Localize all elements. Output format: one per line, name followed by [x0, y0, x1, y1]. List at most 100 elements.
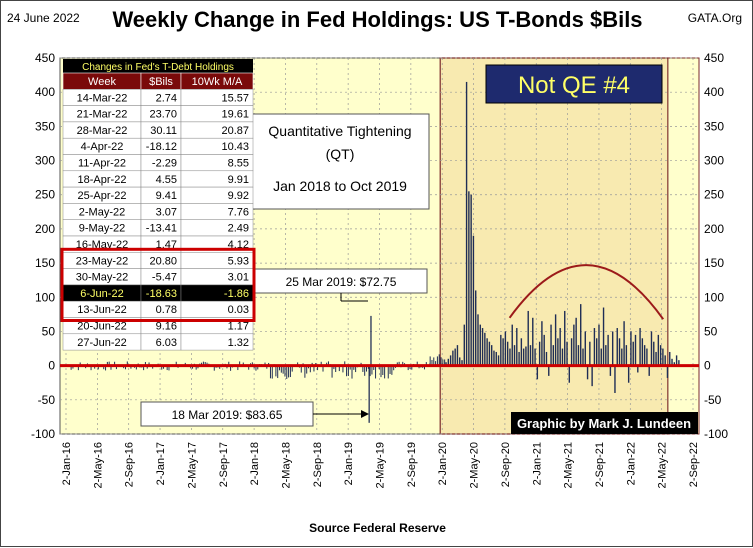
bar — [545, 351, 548, 366]
qt-annotation-box — [251, 113, 430, 210]
bar — [327, 361, 329, 366]
post-qe-region — [667, 57, 700, 435]
table-cell-text: 9.16 — [156, 321, 177, 333]
bar — [423, 365, 425, 370]
bar — [114, 361, 116, 366]
not-qe-label: Not QE #4 — [518, 72, 630, 99]
bar — [472, 235, 475, 366]
bar — [452, 350, 454, 366]
bar — [479, 324, 481, 366]
y-tick-label-right: -50 — [704, 393, 722, 407]
bar — [97, 365, 99, 370]
bar — [623, 321, 625, 366]
table-cell-text: 2.74 — [156, 92, 177, 104]
y-tick-label-left: -50 — [38, 393, 56, 407]
table-cell-text: 1.32 — [228, 337, 249, 349]
bar — [264, 362, 266, 366]
table-cell-text: 2.49 — [228, 223, 249, 235]
qt-line-2: (QT) — [326, 146, 355, 162]
bar — [124, 365, 126, 370]
bar — [429, 356, 431, 366]
bar — [605, 345, 607, 366]
bar — [103, 365, 105, 370]
bar — [219, 365, 221, 369]
bar — [416, 361, 418, 366]
bar — [431, 359, 433, 366]
y-tick-label-left: -100 — [31, 427, 55, 441]
bar — [331, 365, 333, 378]
bar — [367, 365, 369, 369]
bar — [257, 365, 259, 370]
bar — [344, 361, 346, 366]
bar — [522, 348, 525, 366]
x-tick-label: 2-Sep-17 — [218, 442, 230, 487]
table-cell-text: 23.70 — [149, 109, 177, 121]
bar — [135, 365, 137, 370]
y-tick-label-right: 300 — [704, 154, 724, 168]
qt-line-3: Jan 2018 to Oct 2019 — [273, 178, 407, 194]
bar — [213, 365, 215, 371]
bar — [364, 365, 366, 376]
holdings-table: Changes in Fed's T-Debt Holdings Week $Bil… — [60, 59, 256, 351]
bar — [536, 365, 539, 380]
table-cell-text: -5.47 — [152, 272, 177, 284]
bar — [538, 341, 541, 366]
x-tick-label: 2-Jan-21 — [531, 442, 543, 485]
qe-period-region — [439, 57, 669, 435]
table-cell-text: 0.03 — [228, 304, 249, 316]
x-tick-label: 2-Jan-17 — [155, 442, 167, 485]
table-cell-text: 20.80 — [149, 255, 177, 267]
bar — [309, 365, 311, 373]
credit-box — [511, 412, 698, 434]
y-tick-label-right: 350 — [704, 119, 724, 133]
not-qe-box — [485, 64, 663, 104]
bar — [584, 331, 586, 366]
table-cell-text: 3.07 — [156, 206, 177, 218]
bar — [614, 365, 616, 393]
table-cell-text: 27-Jun-22 — [77, 337, 127, 349]
bar — [77, 365, 79, 371]
bar — [279, 365, 281, 371]
table-cell-text: -13.41 — [146, 223, 177, 235]
bar — [627, 365, 630, 383]
bar — [659, 345, 662, 366]
table-title-bar — [63, 59, 253, 73]
bar — [280, 365, 282, 373]
chart-title: Weekly Change in Fed Holdings: US T-Bond… — [112, 7, 643, 32]
table-cell-text: 4-Apr-22 — [81, 141, 124, 153]
table-header-label: 10Wk M/A — [192, 76, 243, 88]
bar — [589, 341, 591, 366]
bar — [564, 310, 566, 366]
table-cell-text: 9.91 — [228, 174, 249, 186]
bar — [561, 348, 564, 366]
table-cell-text: -1.86 — [224, 288, 249, 300]
bar — [322, 365, 324, 372]
bar — [632, 341, 634, 366]
bar — [442, 359, 444, 366]
table-cell-text: 6.03 — [156, 337, 177, 349]
bar — [391, 365, 393, 375]
bar — [461, 360, 463, 366]
bar — [373, 365, 375, 370]
table-cell-text: 21-Mar-22 — [77, 109, 128, 121]
x-tick-label: 2-May-18 — [280, 442, 292, 488]
table-cell-text: 14-Mar-22 — [77, 92, 128, 104]
bar — [543, 334, 545, 366]
bar — [568, 365, 571, 383]
bar — [552, 345, 555, 366]
bar — [398, 361, 400, 366]
bar — [338, 365, 340, 372]
bar — [304, 365, 306, 378]
bar — [144, 362, 146, 366]
bar — [152, 365, 154, 369]
table-cell-text: 28-Mar-22 — [77, 125, 128, 137]
bar — [502, 338, 504, 366]
table-cell-text: 10.43 — [221, 141, 249, 153]
bar — [575, 317, 577, 366]
bar — [449, 355, 452, 366]
bar — [557, 338, 559, 366]
table-cell-text: 15.57 — [221, 92, 249, 104]
callout-high-box — [254, 268, 428, 294]
bar — [284, 365, 286, 377]
